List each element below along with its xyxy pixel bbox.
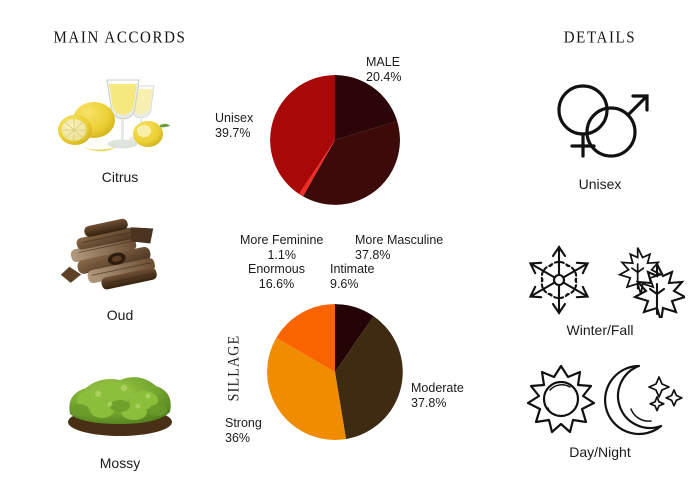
accord-item: Mossy [20,348,220,471]
unisex-symbol-wrap [505,68,695,172]
citrus-artwork [58,79,170,152]
pie-slice-more-masculine [302,120,400,205]
season-symbol-wrap [505,244,695,318]
sillage-pie-chart [267,304,403,440]
pie-label-enormous-name: Enormous [248,262,305,276]
pie-label-more-masculine: More Masculine 37.8% [355,233,443,263]
male-female-combined-icon [557,84,649,158]
pie-label-more-masculine-value: 37.8% [355,248,391,262]
accord-item: Citrus [20,62,220,185]
pie-label-intimate-value: 9.6% [330,277,359,291]
pie-label-male-value: 20.4% [366,70,402,84]
oud-artwork [60,218,157,290]
detail-label: Day/Night [569,444,631,460]
pie-label-moderate: Moderate 37.8% [411,381,464,411]
pie-label-enormous-value: 16.6% [258,277,295,291]
citrus-image [50,62,190,167]
gender-pie-chart [270,75,400,205]
pie-label-more-feminine-name: More Feminine [240,233,324,247]
detail-label: Unisex [578,176,622,192]
details-header: DETAILS [563,28,637,47]
pie-label-intimate: Intimate 9.6% [330,262,374,292]
detail-item: Unisex [505,68,695,192]
pie-slice-moderate [335,316,403,440]
accord-label: Oud [106,307,134,323]
pie-label-unisex: Unisex 39.7% [215,111,253,141]
pie-label-more-masculine-name: More Masculine [355,233,444,247]
accord-item: Oud [20,200,220,323]
pie-slice-intimate [335,304,374,372]
pie-label-enormous: Enormous 16.6% [248,262,305,292]
pie-label-strong-name: Strong [225,416,262,430]
pie-slice-male [335,75,398,140]
mossy-image [50,348,190,453]
daynight-symbol-wrap [505,358,695,440]
main-accords-header: MAIN ACCORDS [53,28,187,47]
pie-label-unisex-name: Unisex [215,111,254,125]
pie-label-more-feminine: More Feminine 1.1% [240,233,323,263]
pie-slice-more-feminine [298,140,335,197]
pie-label-more-feminine-value: 1.1% [267,248,296,262]
pie-slice-enormous [276,304,335,372]
sillage-axis-title: SILLAGE [226,334,243,402]
pie-label-intimate-name: Intimate [330,262,375,276]
snowflake-and-maple-leaves-icon [524,245,685,318]
accord-label: Citrus [101,169,139,185]
pie-label-moderate-name: Moderate [411,381,464,395]
detail-label: Winter/Fall [566,322,634,338]
pie-slice-unisex [270,75,335,195]
pie-slice-strong [267,337,347,440]
pie-label-strong: Strong 36% [225,416,262,446]
detail-item: Winter/Fall [505,244,695,338]
moss-artwork [68,377,172,436]
oud-image [50,200,190,305]
sun-and-crescent-moon-icon [526,364,683,436]
pie-label-strong-value: 36% [225,431,251,445]
pie-label-male-name: MALE [366,55,401,69]
pie-label-male: MALE 20.4% [366,55,401,85]
pie-label-moderate-value: 37.8% [411,396,447,410]
pie-label-unisex-value: 39.7% [215,126,251,140]
accord-label: Mossy [99,455,141,471]
detail-item: Day/Night [505,358,695,460]
